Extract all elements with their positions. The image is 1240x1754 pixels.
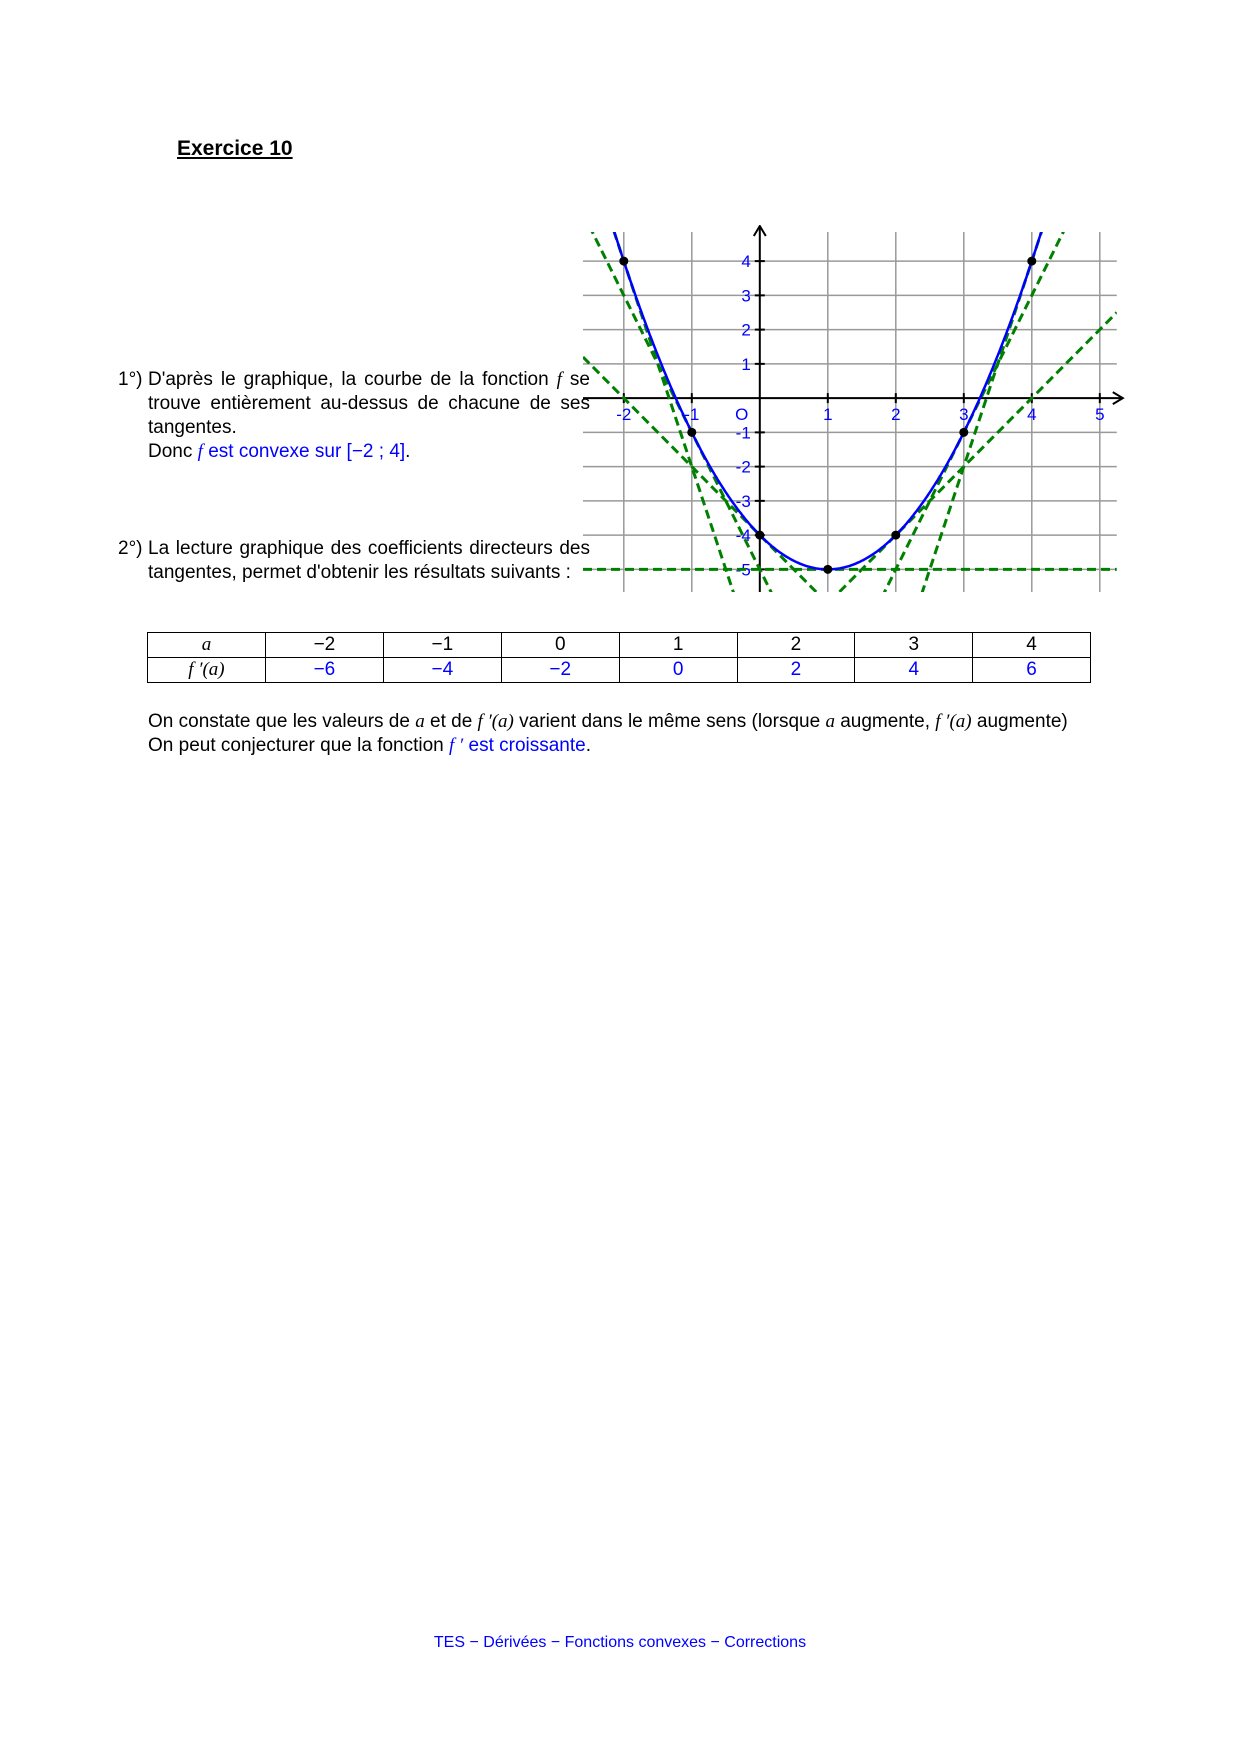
fprime-value-cell: −2 <box>500 657 620 683</box>
fprime-symbol: f ′(a) <box>935 711 972 732</box>
text: augmente, <box>834 711 936 732</box>
question-1: 1°) D'après le graphique, la courbe de l… <box>118 368 590 464</box>
fprime-value-cell: 0 <box>618 657 738 683</box>
tangent-line <box>882 232 1065 592</box>
question-number: 1°) <box>118 369 143 390</box>
q1-text2: se trouve entièrement au-dessus de chacu… <box>148 369 590 438</box>
origin-label: O <box>735 405 748 424</box>
tangent-line <box>920 232 1044 592</box>
tangent-point <box>959 427 969 437</box>
question-2: 2°) La lecture graphique des coefficient… <box>118 537 590 585</box>
conclusion: On constate que les valeurs de a et de f… <box>148 710 1123 758</box>
x-tick-label: -1 <box>684 405 699 424</box>
a-value-cell: 2 <box>736 632 856 658</box>
f-symbol: f <box>197 441 203 462</box>
q1-text: D'après le graphique, la courbe de la fo… <box>148 369 557 390</box>
conclusion-result: est croissante <box>463 735 586 756</box>
footer: TES − Dérivées − Fonctions convexes − Co… <box>433 1634 807 1651</box>
y-tick-label: 3 <box>741 286 750 305</box>
header-a: a <box>147 632 266 658</box>
tangent-line <box>590 232 773 592</box>
derivative-table: a −2 −1 0 1 2 3 4 f ′(a) −6 −4 −2 0 2 4 6 <box>147 632 1091 683</box>
fprime-value-cell: 4 <box>854 657 974 683</box>
a-value-cell: 4 <box>972 632 1091 658</box>
fprime-value-cell: 2 <box>736 657 856 683</box>
x-tick-label: 5 <box>1095 405 1104 424</box>
a-value-cell: −2 <box>264 632 384 658</box>
text: . <box>585 735 591 756</box>
y-tick-label: 4 <box>741 252 750 271</box>
header-fprime: f ′(a) <box>147 657 266 683</box>
a-symbol: a <box>415 711 425 732</box>
y-tick-label: -1 <box>736 423 751 442</box>
tangent-point <box>687 427 697 437</box>
tangent-line <box>837 311 1117 592</box>
y-tick-label: -2 <box>736 458 751 477</box>
y-tick-label: 1 <box>741 355 750 374</box>
text: varient dans le même sens (lorsque <box>513 711 826 732</box>
tangent-point <box>891 530 901 540</box>
tangent-point <box>823 564 833 574</box>
q1-interval: [−2 ; 4] <box>346 441 406 462</box>
x-tick-label: -2 <box>616 405 631 424</box>
a-symbol: a <box>825 711 835 732</box>
y-tick-label: 2 <box>741 321 750 340</box>
text: On peut conjecturer que la fonction <box>148 735 450 756</box>
y-tick-label: -3 <box>736 492 751 511</box>
q1-donc: Donc <box>148 441 198 462</box>
q1-conclusion: est convexe sur <box>202 441 347 462</box>
y-axis-arrow-icon <box>752 225 767 237</box>
table-row: a −2 −1 0 1 2 3 4 <box>147 632 1091 658</box>
x-tick-label: 2 <box>891 405 900 424</box>
fprime-symbol: f ′ <box>449 735 464 756</box>
fprime-symbol: f ′(a) <box>477 711 514 732</box>
tangent-point <box>1027 256 1037 266</box>
x-tick-label: 1 <box>823 405 832 424</box>
exercise-title: Exercice 10 <box>177 137 293 160</box>
tangent-line <box>612 232 735 592</box>
a-value-cell: 3 <box>854 632 974 658</box>
fprime-value-cell: −4 <box>382 657 502 683</box>
question-number: 2°) <box>118 538 143 559</box>
a-value-cell: 0 <box>500 632 620 658</box>
q2-text: La lecture graphique des coefficients di… <box>148 538 590 583</box>
text: augmente) <box>971 711 1068 732</box>
a-value-cell: 1 <box>618 632 738 658</box>
fprime-value-cell: 6 <box>972 657 1091 683</box>
tangent-point <box>755 530 765 540</box>
f-symbol: f <box>556 369 562 390</box>
x-tick-label: 4 <box>1027 405 1036 424</box>
tangent-point <box>619 256 629 266</box>
a-value-cell: −1 <box>382 632 502 658</box>
fprime-value-cell: −6 <box>264 657 384 683</box>
tangent-line <box>583 355 819 592</box>
text: On constate que les valeurs de <box>148 711 416 732</box>
q1-end: . <box>405 441 411 462</box>
text: et de <box>424 711 478 732</box>
x-axis-arrow-icon <box>1112 391 1125 405</box>
y-tick-label: -4 <box>736 526 751 545</box>
table-row: f ′(a) −6 −4 −2 0 2 4 6 <box>147 657 1091 683</box>
x-tick-label: 3 <box>959 405 968 424</box>
